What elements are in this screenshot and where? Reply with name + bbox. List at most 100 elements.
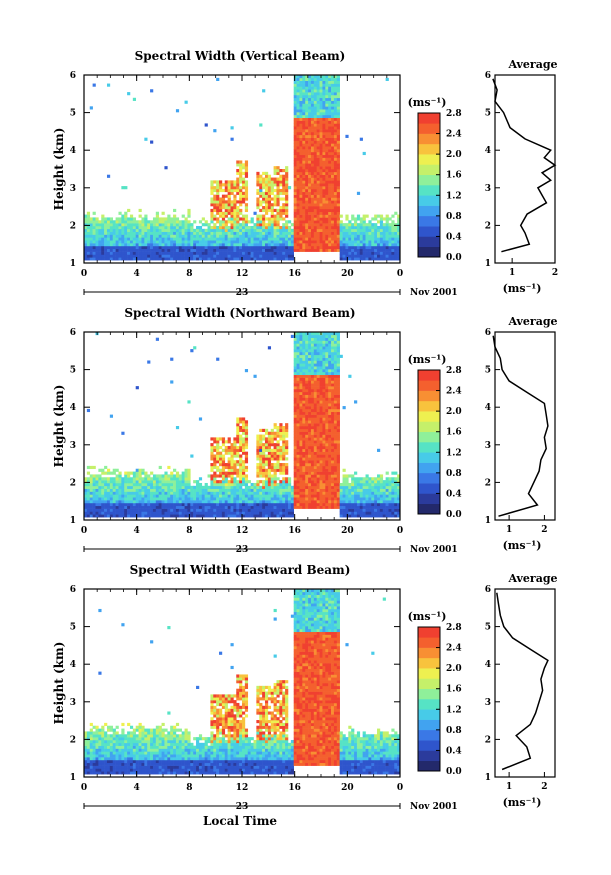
heatmap-cell — [239, 445, 243, 450]
heatmap-cell — [207, 231, 211, 235]
heatmap-cell — [296, 137, 300, 141]
heatmap-cell — [325, 177, 329, 181]
heatmap-cell — [328, 146, 332, 150]
heatmap-cell — [302, 200, 306, 204]
heatmap-cell — [262, 180, 266, 184]
heatmap-cell — [118, 480, 122, 484]
heatmap-cell — [256, 200, 260, 204]
heatmap-cell — [233, 502, 237, 507]
heatmap-cell — [319, 183, 323, 187]
heatmap-cell — [112, 494, 116, 498]
heatmap-cell — [328, 177, 332, 181]
heatmap-cell — [279, 488, 283, 492]
heatmap-cell — [359, 254, 363, 258]
heatmap-cell — [104, 223, 108, 227]
heatmap-cell — [89, 245, 93, 250]
y-tick-label: 4 — [70, 146, 76, 156]
heatmap-cell — [221, 437, 226, 441]
heatmap-cell — [285, 214, 289, 218]
heatmap-cell — [316, 174, 320, 178]
heatmap-cell — [293, 460, 297, 464]
heatmap-cell — [325, 423, 329, 427]
heatmap-cell — [115, 468, 119, 472]
heatmap-cell — [299, 500, 303, 504]
heatmap-cell — [348, 245, 352, 250]
heatmap-cell — [256, 243, 260, 247]
heatmap-cell — [296, 354, 300, 358]
heatmap-cell — [322, 163, 326, 167]
heatmap-cell — [236, 257, 240, 261]
heatmap-cell — [310, 126, 315, 130]
heatmap-cell — [201, 243, 205, 247]
heatmap-cell — [219, 234, 223, 238]
heatmap-cell — [316, 97, 320, 101]
heatmap-cell — [155, 502, 159, 507]
heatmap-cell — [348, 254, 352, 258]
heatmap-cell — [316, 103, 320, 107]
heatmap-cell — [374, 237, 378, 241]
heatmap-cell — [331, 191, 335, 195]
heatmap-cell — [250, 240, 254, 244]
heatmap-cell — [276, 491, 280, 495]
heatmap-cell — [210, 443, 214, 447]
heatmap-cell — [244, 480, 249, 484]
heatmap-cell — [127, 231, 131, 235]
heatmap-cell — [216, 514, 220, 518]
heatmap-cell — [325, 485, 329, 489]
heatmap-cell — [164, 514, 168, 518]
heatmap-cell — [276, 426, 280, 430]
heatmap-cell — [388, 248, 392, 252]
heatmap-cell — [345, 234, 349, 238]
heatmap-cell — [247, 220, 251, 224]
heatmap-cell — [101, 500, 105, 504]
heatmap-cell — [129, 502, 134, 507]
heatmap-cell — [290, 228, 295, 232]
heatmap-cell — [204, 248, 208, 252]
heatmap-cell — [397, 223, 401, 227]
heatmap-cell — [299, 414, 303, 418]
heatmap-cell — [325, 471, 329, 475]
heatmap-cell — [196, 225, 200, 230]
heatmap-cell — [325, 245, 329, 250]
heatmap-cell — [173, 491, 177, 495]
heatmap-cell — [219, 491, 223, 495]
heatmap-cell — [305, 437, 309, 441]
heatmap-cell — [345, 251, 349, 255]
heatmap-cell — [256, 197, 260, 201]
heatmap-cell — [259, 457, 263, 461]
heatmap-cell — [210, 240, 214, 244]
heatmap-cell — [230, 191, 234, 195]
heatmap-cell — [104, 231, 108, 235]
heatmap-cell — [296, 471, 300, 475]
heatmap-cell — [322, 411, 326, 415]
heatmap-cell — [345, 240, 349, 244]
colorbar-frame — [417, 112, 441, 258]
heatmap-cell — [313, 214, 317, 218]
heatmap-cell — [333, 154, 338, 158]
heatmap-cell — [308, 391, 312, 395]
heatmap-cell — [362, 225, 366, 230]
heatmap-cell — [273, 480, 277, 484]
heatmap-cell — [98, 243, 102, 247]
heatmap-cell — [299, 112, 303, 116]
heatmap-cell — [310, 371, 315, 376]
heatmap-cell — [302, 451, 306, 455]
heatmap-cell — [339, 237, 343, 241]
heatmap-cell — [118, 237, 122, 241]
heatmap-cell — [227, 211, 231, 215]
heatmap-cell — [152, 508, 157, 512]
heatmap-cell — [198, 505, 203, 509]
heatmap-cell — [256, 448, 260, 452]
heatmap-cell — [112, 488, 116, 492]
heatmap-cell — [302, 223, 306, 227]
heatmap-cell — [253, 508, 257, 512]
heatmap-cell — [236, 254, 240, 258]
heatmap-cell — [351, 254, 355, 258]
heatmap-cell — [242, 251, 246, 255]
heatmap-cell — [164, 511, 168, 515]
heatmap-cell — [316, 494, 320, 498]
heatmap-cell — [296, 186, 300, 190]
heatmap-cell — [319, 477, 323, 481]
heatmap-cell — [313, 494, 317, 498]
heatmap-cell — [305, 340, 309, 344]
